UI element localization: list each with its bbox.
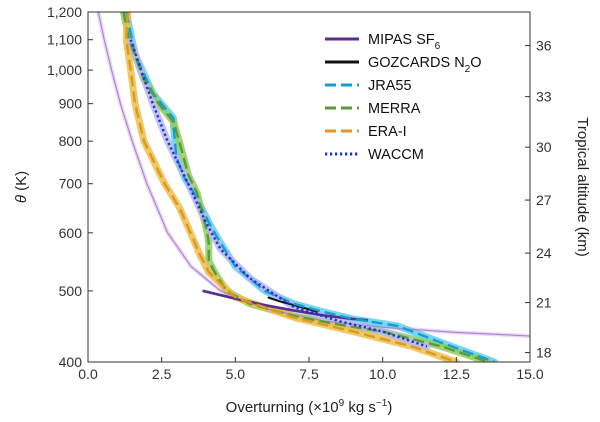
y-tick-label: 1,200	[47, 4, 82, 20]
legend-label-mipas-sf6: MIPAS SF6	[368, 32, 441, 52]
y-tick-label: 600	[59, 225, 83, 241]
y-tick-label: 400	[59, 354, 83, 370]
y-tick-label: 500	[59, 283, 83, 299]
x-tick-label: 0.0	[78, 366, 98, 382]
y-axis-ticks: 400 500 600 700 800 900 1,000 1,100 1,200	[47, 4, 93, 370]
x-axis-label: Overturning (×109 kg s−1)	[226, 398, 393, 416]
y-tick-label: 1,000	[47, 62, 82, 78]
legend-label-merra: MERRA	[368, 101, 421, 117]
x-tick-label: 10.0	[369, 366, 396, 382]
gozcards-n2o-line	[267, 296, 319, 313]
merra-line	[122, 12, 490, 362]
legend: MIPAS SF6 GOZCARDS N2O JRA55 MERRA ERA-I WACC…	[325, 32, 482, 163]
era-i-line	[125, 12, 457, 362]
y-tick-label: 800	[59, 133, 83, 149]
legend-label-waccm: WACCM	[368, 147, 424, 163]
y-tick-label: 700	[59, 176, 83, 192]
mipas-sf6-line	[202, 289, 369, 322]
x-tick-label: 2.5	[152, 366, 172, 382]
x-tick-label: 12.5	[443, 366, 470, 382]
y2-axis-ticks: 18 21 24 27 30 33 36	[525, 38, 552, 361]
y2-axis-label: Tropical altitude (km)	[574, 117, 591, 256]
legend-label-jra55: JRA55	[368, 78, 412, 94]
y-axis-label: θ (K)	[13, 171, 30, 203]
jra55-line	[125, 12, 496, 362]
y2-tick-label: 33	[536, 89, 552, 105]
x-tick-label: 5.0	[226, 366, 246, 382]
y2-tick-label: 21	[536, 295, 552, 311]
y2-tick-label: 36	[536, 38, 552, 54]
x-axis-ticks: 0.0 2.5 5.0 7.5 10.0 12.5 15.0	[78, 357, 544, 382]
mipas-sf6-line	[97, 12, 530, 337]
y2-tick-label: 24	[536, 245, 552, 261]
x-tick-label: 7.5	[299, 366, 319, 382]
y2-tick-label: 27	[536, 192, 552, 208]
legend-label-gozcards-n2o: GOZCARDS N2O	[368, 55, 482, 75]
legend-label-era-i: ERA-I	[368, 124, 407, 140]
waccm-line	[129, 39, 428, 348]
y2-tick-label: 18	[536, 345, 552, 361]
x-tick-label: 15.0	[516, 366, 543, 382]
y-tick-label: 900	[59, 96, 83, 112]
y-tick-label: 1,100	[47, 32, 82, 48]
y2-tick-label: 30	[536, 139, 552, 155]
series-lines	[97, 12, 530, 362]
